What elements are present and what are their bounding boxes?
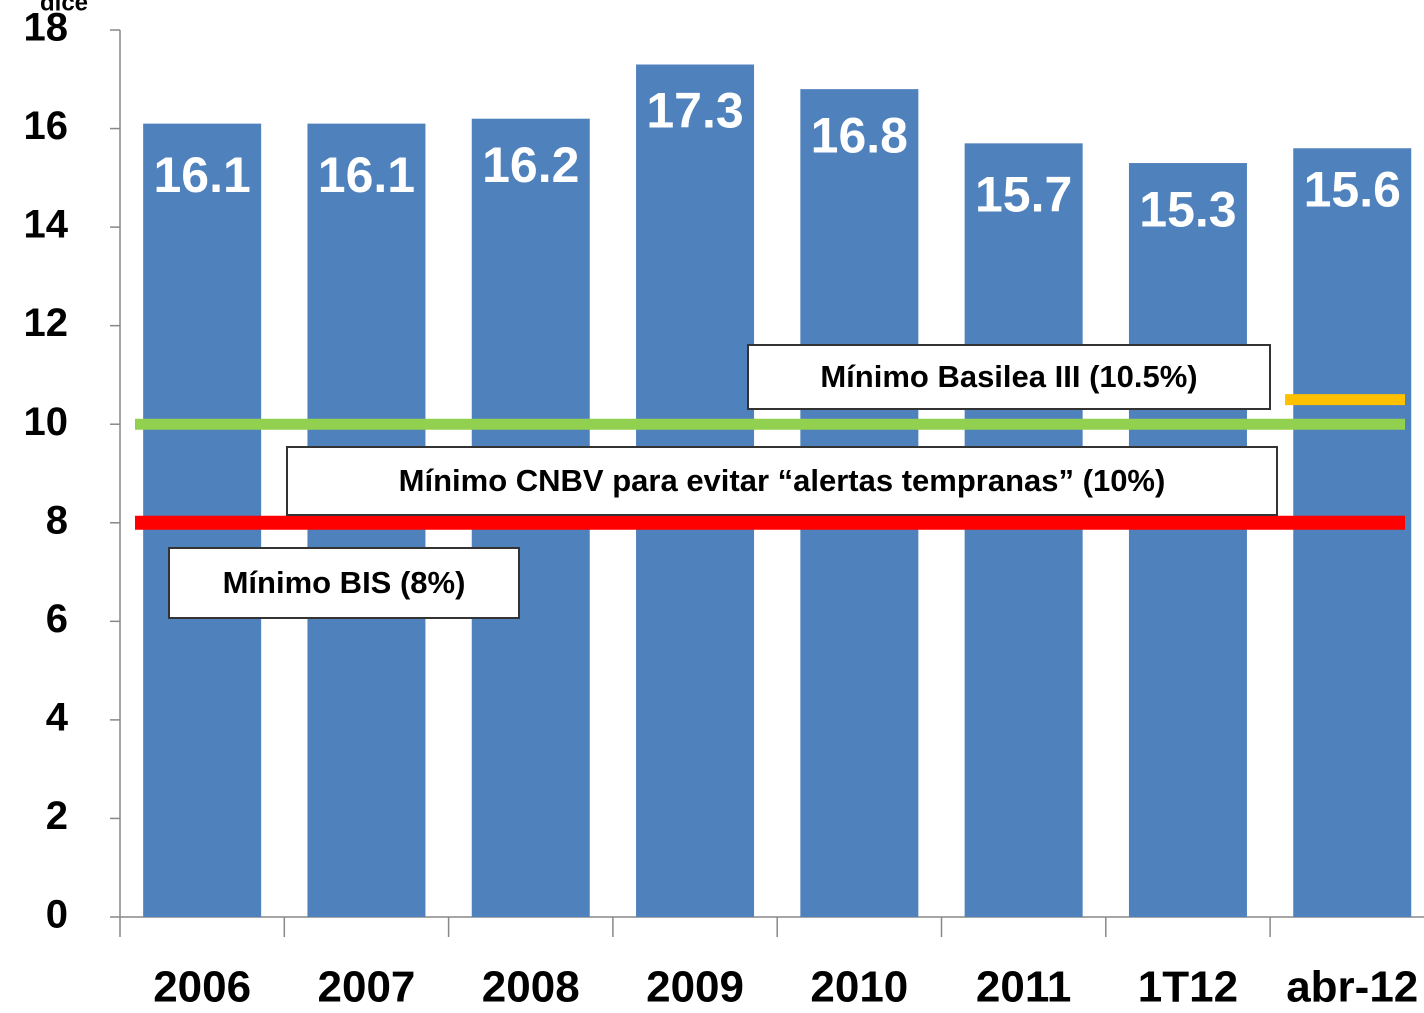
y-tick-label: 12 bbox=[24, 301, 69, 345]
data-label: 16.8 bbox=[811, 107, 908, 163]
y-tick-label: 0 bbox=[46, 893, 68, 937]
y-tick-label: 10 bbox=[24, 400, 69, 444]
y-axis-label: dice bbox=[40, 0, 88, 16]
data-label: 17.3 bbox=[646, 83, 743, 139]
x-tick-label: 2006 bbox=[153, 963, 251, 1012]
annotation-box bbox=[168, 547, 520, 619]
x-tick-label: 2007 bbox=[318, 963, 416, 1012]
data-label: 15.6 bbox=[1304, 161, 1401, 217]
x-tick-label: 2010 bbox=[810, 963, 908, 1012]
x-tick-label: abr-12 bbox=[1286, 963, 1418, 1012]
annotation-box bbox=[747, 344, 1271, 410]
bar bbox=[1293, 148, 1412, 917]
y-tick-label: 16 bbox=[24, 104, 69, 148]
annotation: Mínimo BIS (8%) bbox=[223, 565, 466, 600]
x-tick-label: 1T12 bbox=[1138, 963, 1238, 1012]
bar bbox=[964, 143, 1083, 918]
data-label: 15.7 bbox=[975, 167, 1072, 223]
data-label: 16.2 bbox=[482, 137, 579, 193]
annotation: Mínimo Basilea III (10.5%) bbox=[820, 359, 1197, 394]
y-tick-label: 14 bbox=[24, 203, 69, 247]
y-tick-label: 2 bbox=[46, 794, 68, 838]
data-label: 15.3 bbox=[1139, 181, 1236, 237]
data-label: 16.1 bbox=[318, 147, 415, 203]
x-tick-label: 2009 bbox=[646, 963, 744, 1012]
y-tick-label: 18 bbox=[24, 6, 69, 50]
x-tick-label: 2011 bbox=[976, 963, 1071, 1012]
y-tick-label: 6 bbox=[46, 597, 68, 641]
data-label: 16.1 bbox=[153, 147, 250, 203]
y-tick-label: 8 bbox=[46, 498, 68, 542]
bar bbox=[1128, 163, 1247, 918]
annotation-box bbox=[286, 446, 1278, 516]
annotation: Mínimo CNBV para evitar “alertas tempran… bbox=[399, 463, 1166, 498]
x-tick-label: 2008 bbox=[482, 963, 580, 1012]
y-tick-label: 4 bbox=[46, 695, 69, 739]
